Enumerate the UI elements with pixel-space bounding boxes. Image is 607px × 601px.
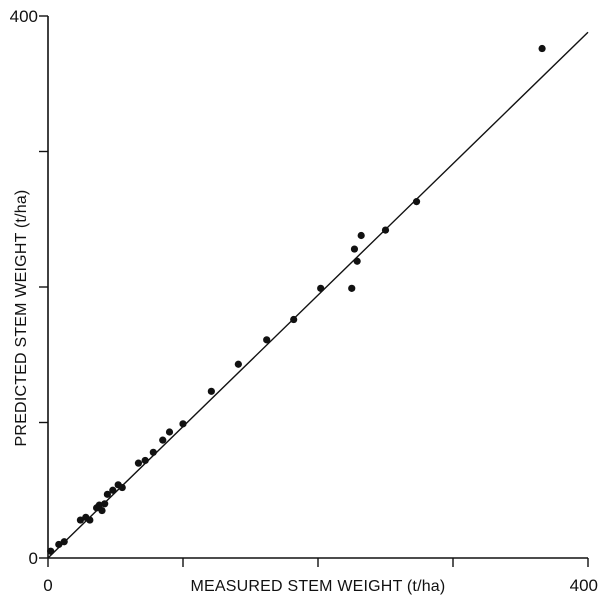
data-point — [76, 516, 84, 524]
x-tick-label: 400 — [570, 576, 598, 595]
data-point — [165, 428, 174, 436]
y-tick-label: 400 — [10, 7, 38, 26]
data-point — [101, 500, 109, 508]
data-point — [353, 257, 361, 265]
data-point — [98, 506, 106, 515]
x-tick-label: 0 — [43, 576, 52, 595]
data-point — [149, 448, 157, 456]
data-point — [412, 198, 421, 206]
data-point — [134, 459, 143, 467]
data-point — [263, 336, 271, 344]
ticks — [39, 15, 589, 567]
regression-line — [47, 31, 589, 559]
y-axis-title: PREDICTED STEM WEIGHT (t/ha) — [13, 190, 30, 447]
data-point — [207, 387, 215, 395]
data-point — [103, 490, 111, 498]
data-point — [118, 483, 126, 492]
data-point — [109, 486, 117, 494]
data-point — [86, 516, 94, 524]
data-point — [348, 284, 356, 292]
data-point — [234, 360, 242, 368]
data-point — [159, 436, 167, 444]
data-point — [60, 538, 68, 546]
data-point — [317, 284, 325, 292]
data-point — [357, 231, 365, 240]
data-point — [350, 245, 359, 253]
data-point — [381, 226, 390, 234]
data-point — [141, 456, 149, 465]
data-point — [47, 547, 55, 555]
x-axis-title: MEASURED STEM WEIGHT (t/ha) — [191, 578, 446, 595]
data-point — [538, 44, 546, 53]
data-point — [290, 315, 298, 324]
y-tick-label: 0 — [29, 549, 38, 568]
data-point — [95, 501, 103, 509]
data-point — [179, 420, 187, 428]
tick-labels: 0 400 0 400 — [10, 7, 598, 595]
data-point — [55, 540, 63, 549]
data-points — [47, 44, 546, 555]
